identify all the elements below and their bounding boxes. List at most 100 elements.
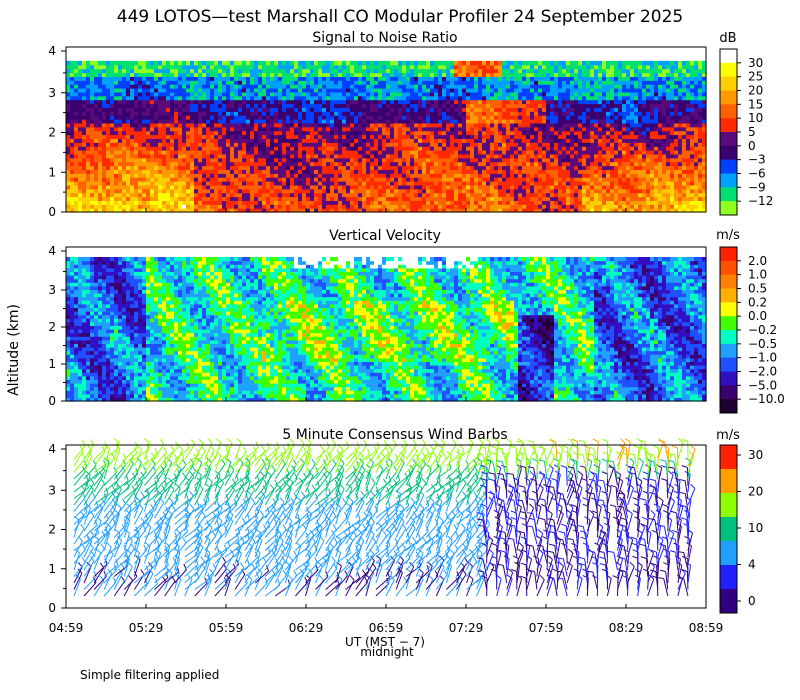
- heatmap-cell: [350, 91, 355, 97]
- heatmap-cell: [394, 126, 399, 132]
- heatmap-cell: [534, 146, 539, 151]
- heatmap-cell: [174, 181, 179, 186]
- heatmap-cell: [166, 181, 171, 186]
- heatmap-cell: [322, 122, 327, 128]
- heatmap-cell: [294, 119, 299, 124]
- heatmap-cell: [318, 150, 323, 155]
- heatmap-cell: [338, 181, 343, 186]
- heatmap-cell: [238, 138, 243, 143]
- heatmap-cell: [82, 122, 87, 128]
- heatmap-cell: [306, 107, 311, 112]
- heatmap-cell: [394, 134, 399, 139]
- heatmap-cell: [514, 103, 519, 108]
- heatmap-cell: [150, 157, 155, 163]
- heatmap-cell: [118, 88, 123, 93]
- heatmap-cell: [274, 64, 279, 70]
- heatmap-cell: [530, 196, 535, 201]
- heatmap-cell: [498, 157, 503, 163]
- heatmap-cell: [454, 165, 459, 170]
- heatmap-cell: [454, 181, 459, 186]
- heatmap-cell: [230, 161, 235, 167]
- heatmap-cell: [214, 181, 219, 186]
- heatmap-cell: [382, 192, 387, 198]
- heatmap-cell: [262, 204, 267, 209]
- heatmap-cell: [306, 142, 311, 147]
- heatmap-cell: [362, 169, 367, 174]
- heatmap-cell: [226, 204, 231, 209]
- heatmap-cell: [310, 76, 315, 81]
- heatmap-cell: [226, 161, 231, 167]
- heatmap-cell: [458, 173, 463, 178]
- heatmap-cell: [458, 72, 463, 77]
- heatmap-cell: [270, 64, 275, 70]
- heatmap-cell: [110, 126, 115, 132]
- heatmap-cell: [246, 115, 251, 120]
- heatmap-cell: [554, 64, 559, 70]
- heatmap-cell: [490, 192, 495, 198]
- heatmap-cell: [234, 115, 239, 120]
- heatmap-cell: [98, 60, 103, 66]
- heatmap-cell: [574, 130, 579, 136]
- heatmap-cell: [562, 107, 567, 112]
- heatmap-cell: [282, 165, 287, 170]
- heatmap-cell: [534, 200, 539, 205]
- heatmap-cell: [286, 88, 291, 93]
- heatmap-cell: [106, 157, 111, 163]
- heatmap-cell: [442, 188, 447, 194]
- heatmap-cell: [574, 157, 579, 163]
- heatmap-cell: [482, 169, 487, 174]
- heatmap-cell: [138, 84, 143, 89]
- heatmap-cell: [206, 146, 211, 151]
- heatmap-cell: [154, 119, 159, 124]
- heatmap-cell: [198, 84, 203, 89]
- heatmap-cell: [86, 99, 91, 105]
- heatmap-cell: [262, 184, 267, 190]
- heatmap-cell: [154, 68, 159, 74]
- heatmap-cell: [434, 107, 439, 112]
- heatmap-cell: [478, 88, 483, 93]
- heatmap-cell: [158, 111, 163, 116]
- heatmap-cell: [98, 173, 103, 178]
- heatmap-cell: [414, 126, 419, 132]
- heatmap-cell: [214, 60, 219, 66]
- heatmap-cell: [446, 208, 451, 213]
- heatmap-cell: [314, 88, 319, 93]
- heatmap-cell: [450, 181, 455, 186]
- heatmap-cell: [258, 88, 263, 93]
- heatmap-cell: [290, 142, 295, 147]
- heatmap-cell: [166, 111, 171, 116]
- heatmap-cell: [542, 169, 547, 174]
- heatmap-cell: [402, 76, 407, 81]
- heatmap-cell: [138, 196, 143, 201]
- heatmap-cell: [326, 76, 331, 81]
- heatmap-cell: [466, 107, 471, 112]
- heatmap-cell: [150, 142, 155, 147]
- heatmap-cell: [250, 208, 255, 213]
- heatmap-cell: [558, 177, 563, 182]
- heatmap-cell: [478, 119, 483, 124]
- heatmap-cell: [370, 84, 375, 89]
- heatmap-cell: [438, 169, 443, 174]
- heatmap-cell: [186, 76, 191, 81]
- heatmap-cell: [562, 134, 567, 139]
- heatmap-cell: [342, 95, 347, 101]
- heatmap-cell: [190, 60, 195, 66]
- heatmap-cell: [370, 150, 375, 155]
- heatmap-cell: [198, 188, 203, 194]
- heatmap-cell: [530, 165, 535, 170]
- heatmap-cell: [450, 126, 455, 132]
- heatmap-cell: [410, 150, 415, 155]
- heatmap-cell: [498, 173, 503, 178]
- heatmap-cell: [110, 184, 115, 190]
- heatmap-cell: [186, 84, 191, 89]
- heatmap-cell: [390, 122, 395, 128]
- heatmap-cell: [374, 161, 379, 167]
- heatmap-cell: [74, 64, 79, 70]
- heatmap-cell: [558, 157, 563, 163]
- heatmap-cell: [506, 99, 511, 105]
- heatmap-cell: [146, 150, 151, 155]
- heatmap-cell: [486, 134, 491, 139]
- heatmap-cell: [570, 91, 575, 97]
- heatmap-cell: [374, 204, 379, 209]
- heatmap-cell: [302, 157, 307, 163]
